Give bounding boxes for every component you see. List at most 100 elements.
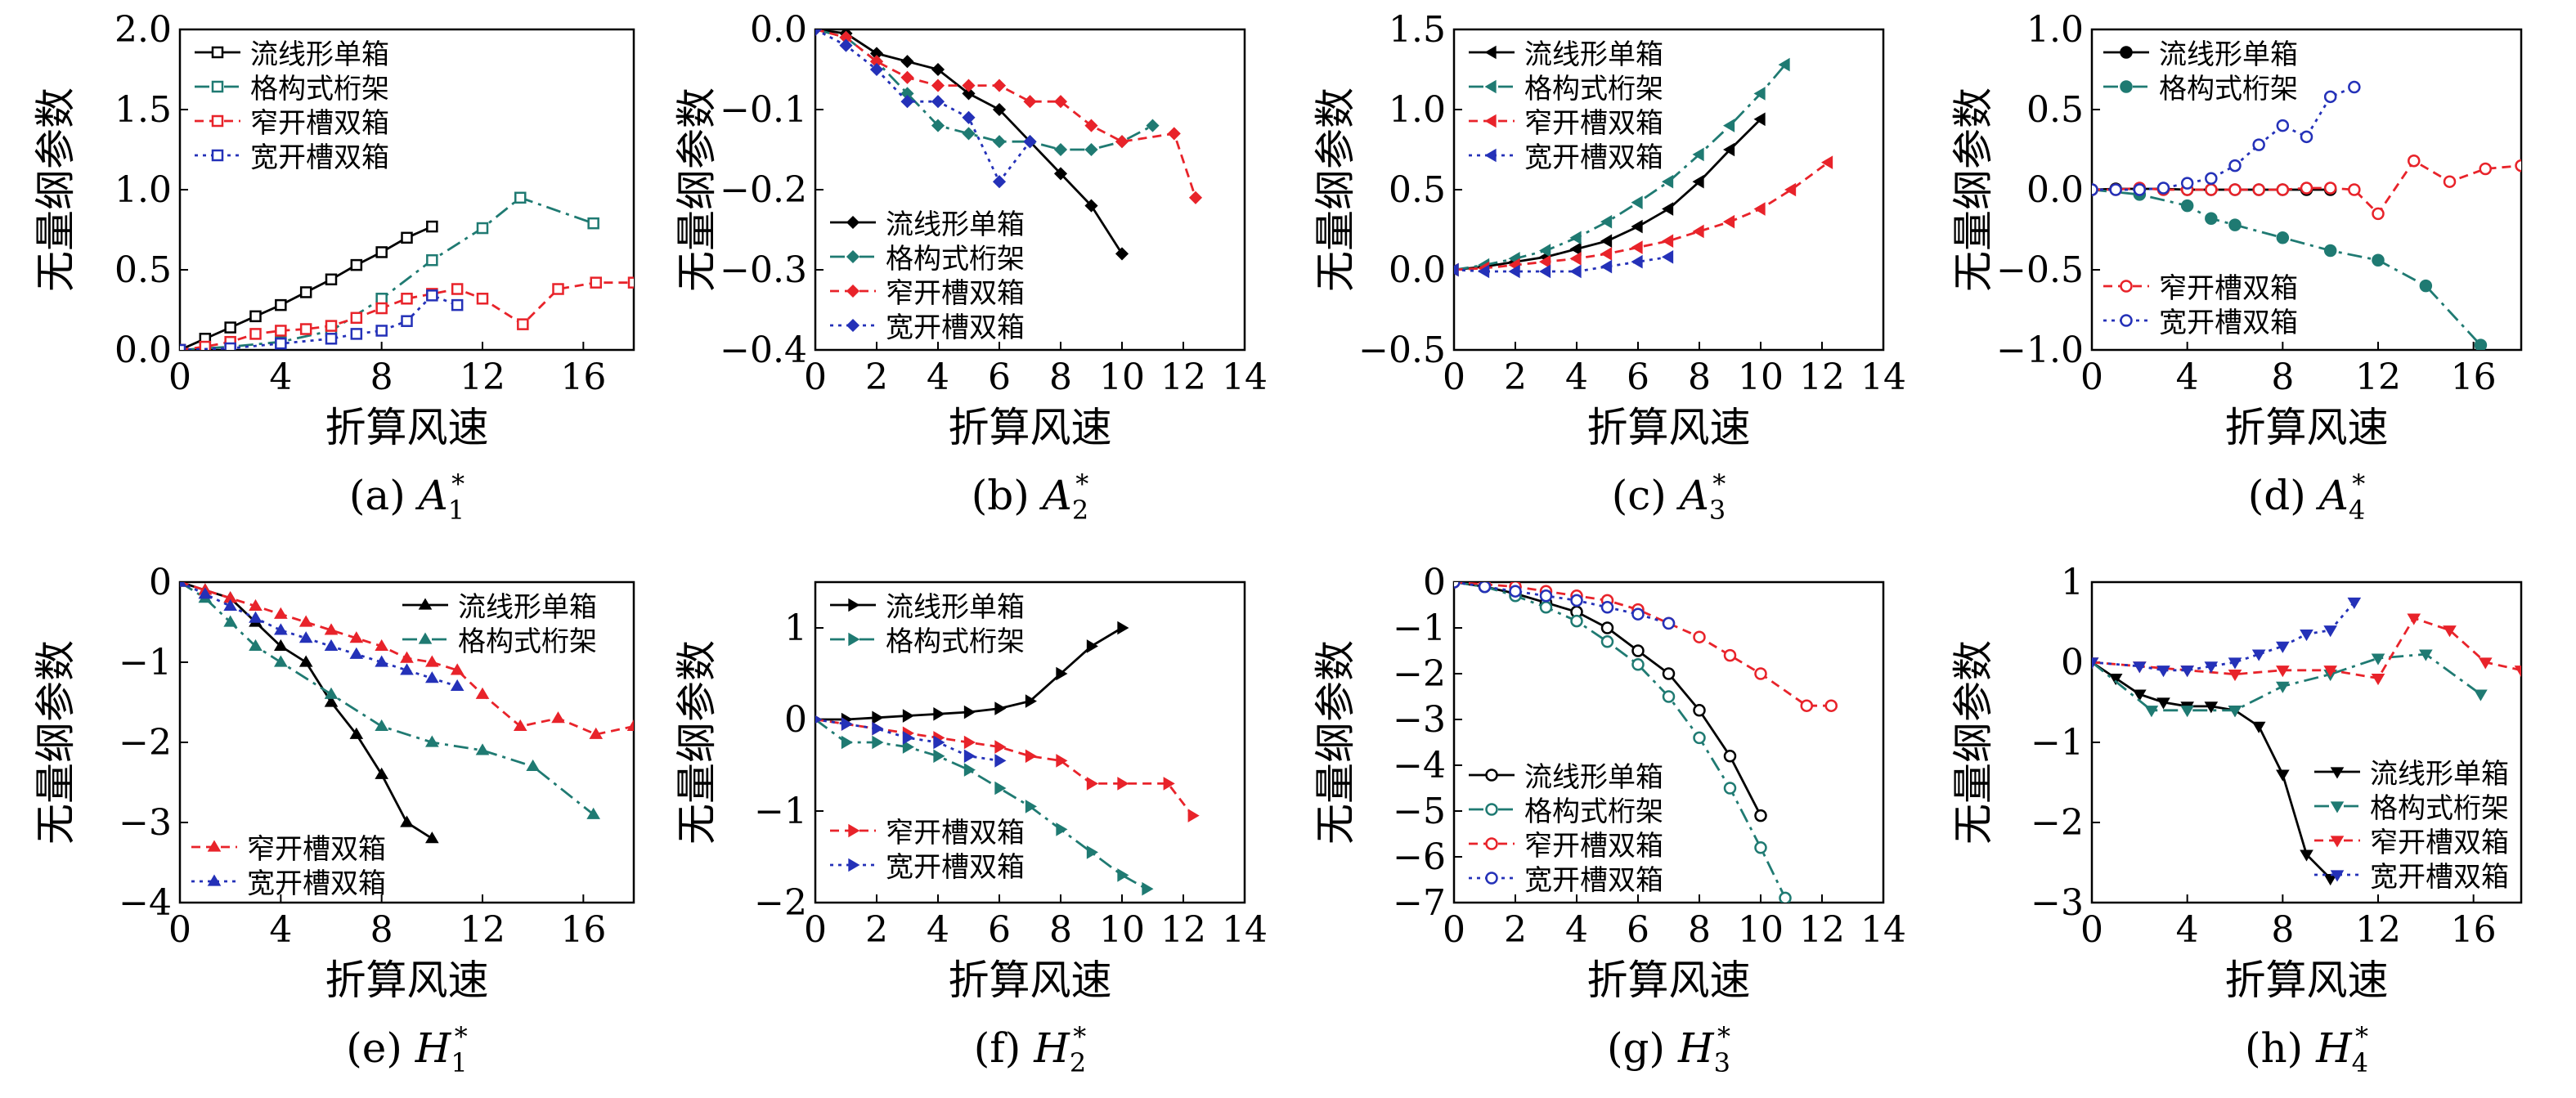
legend-marker (207, 840, 222, 852)
caption-superscript: * (2352, 468, 2365, 500)
legend-marker (2330, 870, 2345, 882)
caption-symbol: A (1039, 472, 1072, 519)
data-point (274, 655, 288, 667)
data-point (962, 78, 976, 92)
series-line-3 (815, 718, 1194, 817)
data-point (375, 302, 388, 315)
data-point (325, 333, 338, 345)
data-point (224, 321, 236, 334)
series-line-2 (1454, 64, 1787, 271)
data-point (2443, 175, 2457, 188)
data-point (2419, 279, 2433, 293)
data-point (475, 687, 490, 699)
legend-label: 格构式桁架 (886, 243, 1025, 276)
x-tick-label: 10 (1099, 909, 1145, 951)
x-tick-label: 12 (1799, 909, 1845, 951)
caption-subscript: 3 (1714, 1047, 1730, 1078)
data-point (400, 651, 414, 663)
x-tick-label: 14 (1222, 909, 1268, 951)
data-point (2109, 183, 2122, 196)
data-point (1600, 601, 1614, 614)
data-point (1117, 868, 1129, 882)
caption-symbol: A (2316, 472, 2349, 519)
data-point (249, 598, 263, 612)
legend-label: 格构式桁架 (458, 625, 597, 658)
y-tick-label: −3 (2031, 882, 2084, 924)
data-point (401, 293, 413, 305)
data-point (2323, 244, 2337, 258)
data-point (1692, 147, 1704, 162)
data-point (2371, 653, 2385, 666)
data-point (375, 293, 388, 305)
data-point (1723, 648, 1737, 662)
data-point (1053, 95, 1068, 109)
legend-label: 格构式桁架 (2159, 73, 2298, 105)
x-tick-label: 16 (560, 356, 606, 398)
data-point (1754, 841, 1767, 854)
data-point (325, 320, 338, 332)
x-axis-label: 折算风速 (1587, 957, 1751, 1004)
y-tick-label: −1 (1393, 607, 1446, 649)
legend-marker (2330, 836, 2345, 848)
data-point (275, 337, 287, 350)
x-tick-label: 0 (2080, 356, 2103, 398)
y-axis-label: 无量纲参数 (1950, 640, 1997, 845)
data-point (2514, 666, 2521, 678)
legend-marker (1484, 79, 1497, 94)
data-point (198, 587, 213, 599)
data-point (1600, 621, 1614, 634)
y-tick-label: 0.0 (750, 9, 807, 51)
data-point (1167, 127, 1181, 141)
legend-marker (211, 46, 224, 59)
plot-frame (1452, 580, 1885, 904)
panel-caption: (d) A4* (2248, 468, 2365, 526)
data-point (375, 325, 388, 337)
data-point (2092, 657, 2099, 670)
data-point (2228, 670, 2242, 682)
series-line-2 (1454, 582, 1787, 899)
x-tick-label: 4 (927, 909, 949, 951)
data-point (400, 815, 414, 827)
series-line-4 (180, 582, 458, 688)
y-tick-label: 1.5 (1389, 9, 1446, 51)
data-point (1086, 845, 1098, 859)
y-tick-label: −0.4 (720, 329, 807, 371)
caption-subscript: 2 (1072, 495, 1088, 526)
caption-symbol: H (1033, 1024, 1070, 1072)
data-point (1753, 112, 1766, 127)
data-point (1569, 264, 1582, 279)
caption-prefix: (a) (349, 472, 419, 519)
y-tick-label: 0.0 (2026, 169, 2084, 211)
y-tick-label: −0.5 (1358, 329, 1446, 371)
x-tick-label: 12 (460, 909, 505, 951)
data-point (992, 175, 1007, 189)
data-point (2443, 625, 2457, 638)
caption-symbol: H (2315, 1024, 2353, 1072)
data-point (2300, 130, 2313, 144)
data-point (514, 191, 527, 204)
caption-superscript: * (1075, 468, 1088, 500)
x-tick-label: 6 (988, 909, 1011, 951)
y-axis-label: 无量纲参数 (1312, 87, 1359, 292)
legend-marker (1484, 45, 1497, 60)
data-point (992, 102, 1007, 117)
data-point (2133, 689, 2147, 701)
x-axis-label: 折算风速 (949, 404, 1112, 451)
x-tick-label: 8 (2271, 909, 2294, 951)
data-point (2276, 183, 2290, 196)
data-point (274, 639, 288, 652)
x-tick-label: 16 (2451, 356, 2497, 398)
data-point (298, 655, 313, 667)
y-tick-label: 0 (1423, 562, 1446, 603)
data-point (1662, 616, 1676, 630)
data-point (299, 286, 312, 298)
legend-label: 格构式桁架 (250, 73, 389, 105)
legend-label: 宽开槽双箱 (886, 851, 1025, 884)
data-point (1086, 777, 1098, 791)
data-point (1753, 87, 1766, 101)
data-point (900, 70, 914, 84)
data-point (2300, 182, 2313, 195)
data-point (1056, 666, 1068, 681)
data-point (1117, 621, 1129, 635)
